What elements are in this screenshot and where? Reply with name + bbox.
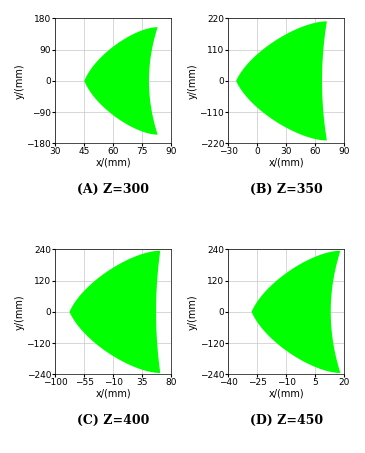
Text: (B) Z=350: (B) Z=350 bbox=[250, 183, 323, 196]
Polygon shape bbox=[236, 21, 327, 140]
X-axis label: x/(mm): x/(mm) bbox=[269, 389, 304, 399]
Text: (C) Z=400: (C) Z=400 bbox=[77, 414, 149, 427]
Text: (A) Z=300: (A) Z=300 bbox=[77, 183, 149, 196]
Y-axis label: y/(mm): y/(mm) bbox=[188, 294, 198, 330]
Polygon shape bbox=[251, 251, 341, 373]
Polygon shape bbox=[84, 27, 158, 135]
Y-axis label: y/(mm): y/(mm) bbox=[188, 63, 198, 99]
X-axis label: x/(mm): x/(mm) bbox=[95, 158, 131, 168]
X-axis label: x/(mm): x/(mm) bbox=[95, 389, 131, 399]
Text: (D) Z=450: (D) Z=450 bbox=[250, 414, 323, 427]
Polygon shape bbox=[69, 251, 160, 373]
X-axis label: x/(mm): x/(mm) bbox=[269, 158, 304, 168]
Y-axis label: y/(mm): y/(mm) bbox=[15, 63, 25, 99]
Y-axis label: y/(mm): y/(mm) bbox=[15, 294, 25, 330]
